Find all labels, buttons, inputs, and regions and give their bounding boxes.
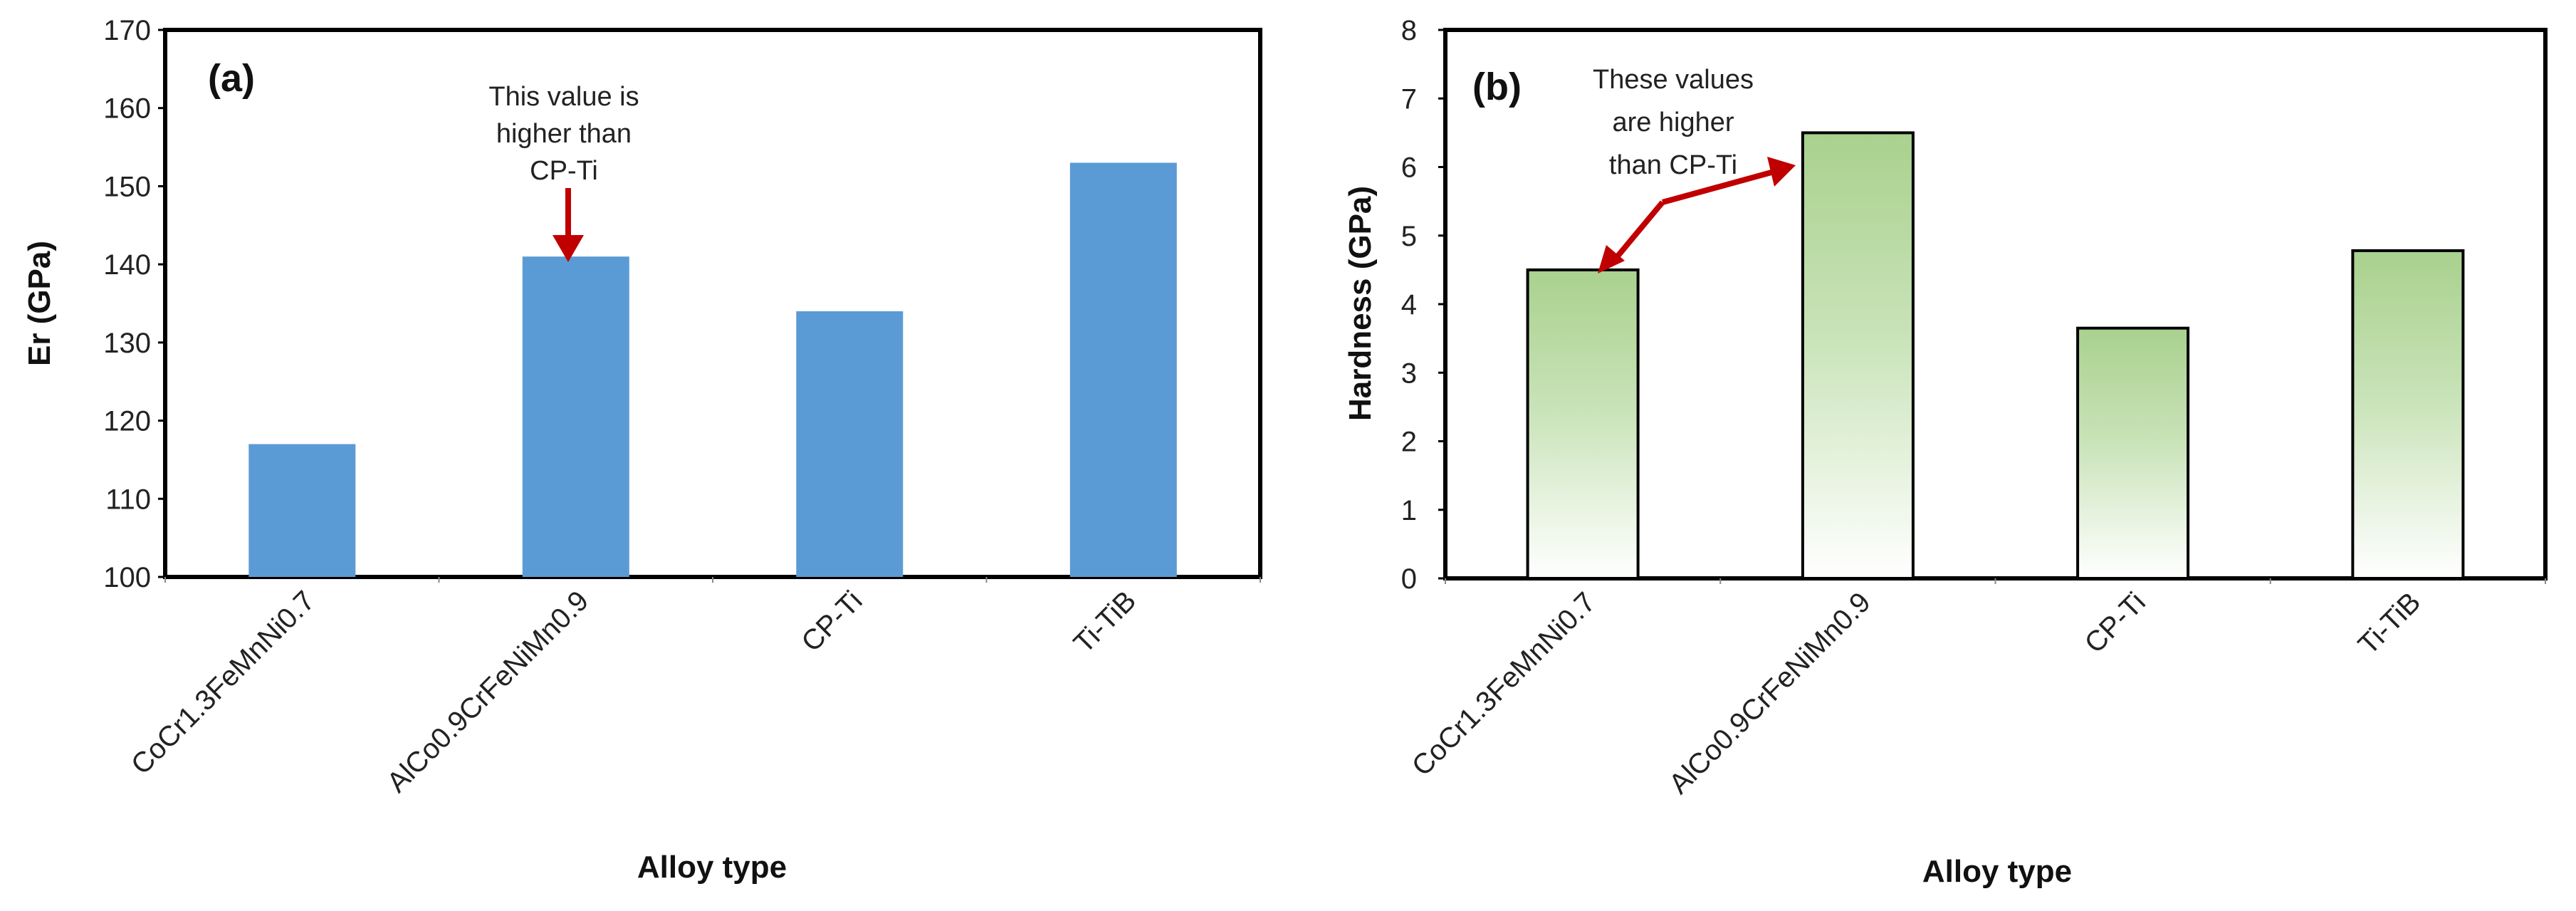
y-tick-label: 0 bbox=[1401, 563, 1417, 595]
y-tick-label: 5 bbox=[1401, 221, 1417, 252]
chart-panel-a: 100 110 120 130 140 150 160 170 CoCr1.3FeMnNi0.… bbox=[22, 15, 1262, 885]
x-tick-label: Ti-TiB bbox=[2352, 586, 2426, 660]
y-tick-label: 4 bbox=[1401, 289, 1417, 321]
bar bbox=[796, 311, 904, 577]
y-tick-label: 6 bbox=[1401, 152, 1417, 184]
y-axis-title: Hardness (GPa) bbox=[1343, 186, 1378, 421]
y-tick-label: 2 bbox=[1401, 427, 1417, 458]
bar bbox=[248, 444, 356, 577]
panel-label: (a) bbox=[208, 57, 255, 100]
x-tick-label: AlCo0.9CrFeNiMn0.9 bbox=[1663, 586, 1877, 800]
y-tick-label: 120 bbox=[103, 406, 151, 437]
x-axis-title: Alloy type bbox=[1922, 854, 2072, 889]
bar bbox=[1069, 162, 1177, 577]
y-tick-label: 7 bbox=[1401, 83, 1417, 115]
y-tick-label: 110 bbox=[105, 484, 151, 515]
annotation-line: This value is bbox=[488, 82, 639, 112]
chart-panel-b: 0 1 2 3 4 5 6 7 8 CoCr1.3FeMnNi0.7 AlCo0.9CrFeNiM… bbox=[1343, 15, 2548, 889]
annotation: This value is higher than CP-Ti bbox=[488, 82, 639, 262]
y-tick-label: 8 bbox=[1401, 15, 1417, 46]
annotation: These values are higher than CP-Ti bbox=[1593, 65, 1796, 274]
y-tick-label: 140 bbox=[103, 249, 151, 281]
y-axis-title: Er (GPa) bbox=[22, 241, 57, 366]
annotation-line: CP-Ti bbox=[530, 156, 598, 186]
x-tick-label: Ti-TiB bbox=[1068, 585, 1142, 659]
x-tick-label: CP-Ti bbox=[2079, 586, 2152, 659]
x-tick-label: CoCr1.3FeMnNi0.7 bbox=[125, 585, 321, 781]
annotation-arrow bbox=[1613, 200, 1665, 260]
y-tick-label: 100 bbox=[103, 562, 151, 593]
annotation-line: These values bbox=[1593, 65, 1754, 95]
x-tick-label: AlCo0.9CrFeNiMn0.9 bbox=[381, 585, 595, 798]
annotation-line: than CP-Ti bbox=[1609, 150, 1737, 180]
annotation-arrowhead bbox=[553, 235, 584, 262]
x-tick-label: CoCr1.3FeMnNi0.7 bbox=[1406, 586, 1602, 782]
x-tick-label: CP-Ti bbox=[795, 585, 868, 657]
bar bbox=[2351, 249, 2465, 580]
annotation-line: are higher bbox=[1612, 108, 1734, 137]
y-tick-label: 170 bbox=[103, 15, 151, 46]
y-tick-label: 130 bbox=[103, 328, 151, 359]
bar bbox=[1801, 131, 1915, 580]
y-tick-label: 3 bbox=[1401, 358, 1417, 389]
y-tick-label: 160 bbox=[103, 93, 151, 125]
y-tick-label: 150 bbox=[103, 171, 151, 202]
y-tick-label: 1 bbox=[1401, 495, 1417, 526]
panel-label: (b) bbox=[1472, 66, 1522, 108]
x-axis-title: Alloy type bbox=[637, 850, 787, 885]
annotation-arrowhead bbox=[1767, 157, 1796, 187]
bar bbox=[522, 256, 629, 577]
bar bbox=[2076, 326, 2190, 580]
annotation-line: higher than bbox=[496, 119, 632, 149]
bar bbox=[1526, 268, 1640, 580]
annotation-arrowhead bbox=[1598, 245, 1625, 274]
annotation-arrow bbox=[1661, 170, 1773, 205]
